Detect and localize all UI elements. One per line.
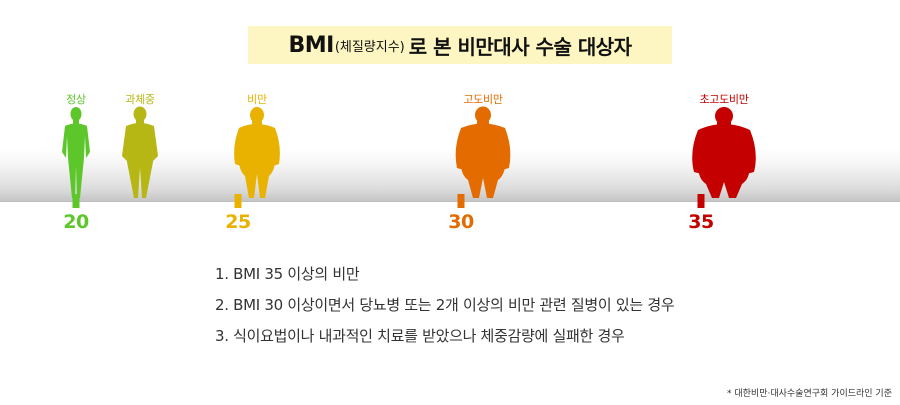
overweight-person-icon [118, 106, 162, 206]
scale-marker-20 [72, 194, 80, 208]
title-parenthetical: (체질량지수) [334, 39, 405, 55]
morbidly-obese-person-icon [690, 106, 758, 206]
criteria-item: 2. BMI 30 이상이면서 당뇨병 또는 2개 이상의 비만 관련 질병이 … [215, 296, 675, 314]
scale-value-30: 30 [448, 211, 474, 233]
category-label-morbid: 초고도비만 [699, 93, 749, 106]
source-note: * 대한비만·대사수술연구회 가이드라인 기준 [727, 389, 892, 399]
criteria-list: 1. BMI 35 이상의 비만 2. BMI 30 이상이면서 당뇨병 또는 … [215, 264, 675, 357]
obese-person-icon [231, 106, 283, 206]
scale-marker-30 [457, 194, 465, 208]
scale-value-20: 20 [63, 211, 89, 233]
criteria-item: 1. BMI 35 이상의 비만 [215, 265, 360, 283]
scale-marker-35 [697, 194, 705, 208]
scale-marker-25 [234, 194, 242, 208]
criteria-item: 3. 식이요법이나 내과적인 치료를 받았으나 체중감량에 실패한 경우 [215, 327, 625, 345]
category-label-obese: 비만 [247, 93, 267, 106]
severely-obese-person-icon [453, 106, 513, 206]
title-rest: 로 본 비만대사 수술 대상자 [408, 34, 632, 59]
category-label-normal: 정상 [66, 93, 86, 106]
scale-value-25: 25 [225, 211, 251, 233]
floor-line [0, 201, 900, 202]
category-label-severe: 고도비만 [463, 93, 503, 106]
title-banner: BMI (체질량지수) 로 본 비만대사 수술 대상자 [248, 26, 672, 64]
slim-person-icon [56, 106, 96, 206]
scale-value-35: 35 [688, 211, 714, 233]
title-main: BMI [288, 32, 334, 58]
category-label-overweight: 과체중 [125, 93, 155, 106]
